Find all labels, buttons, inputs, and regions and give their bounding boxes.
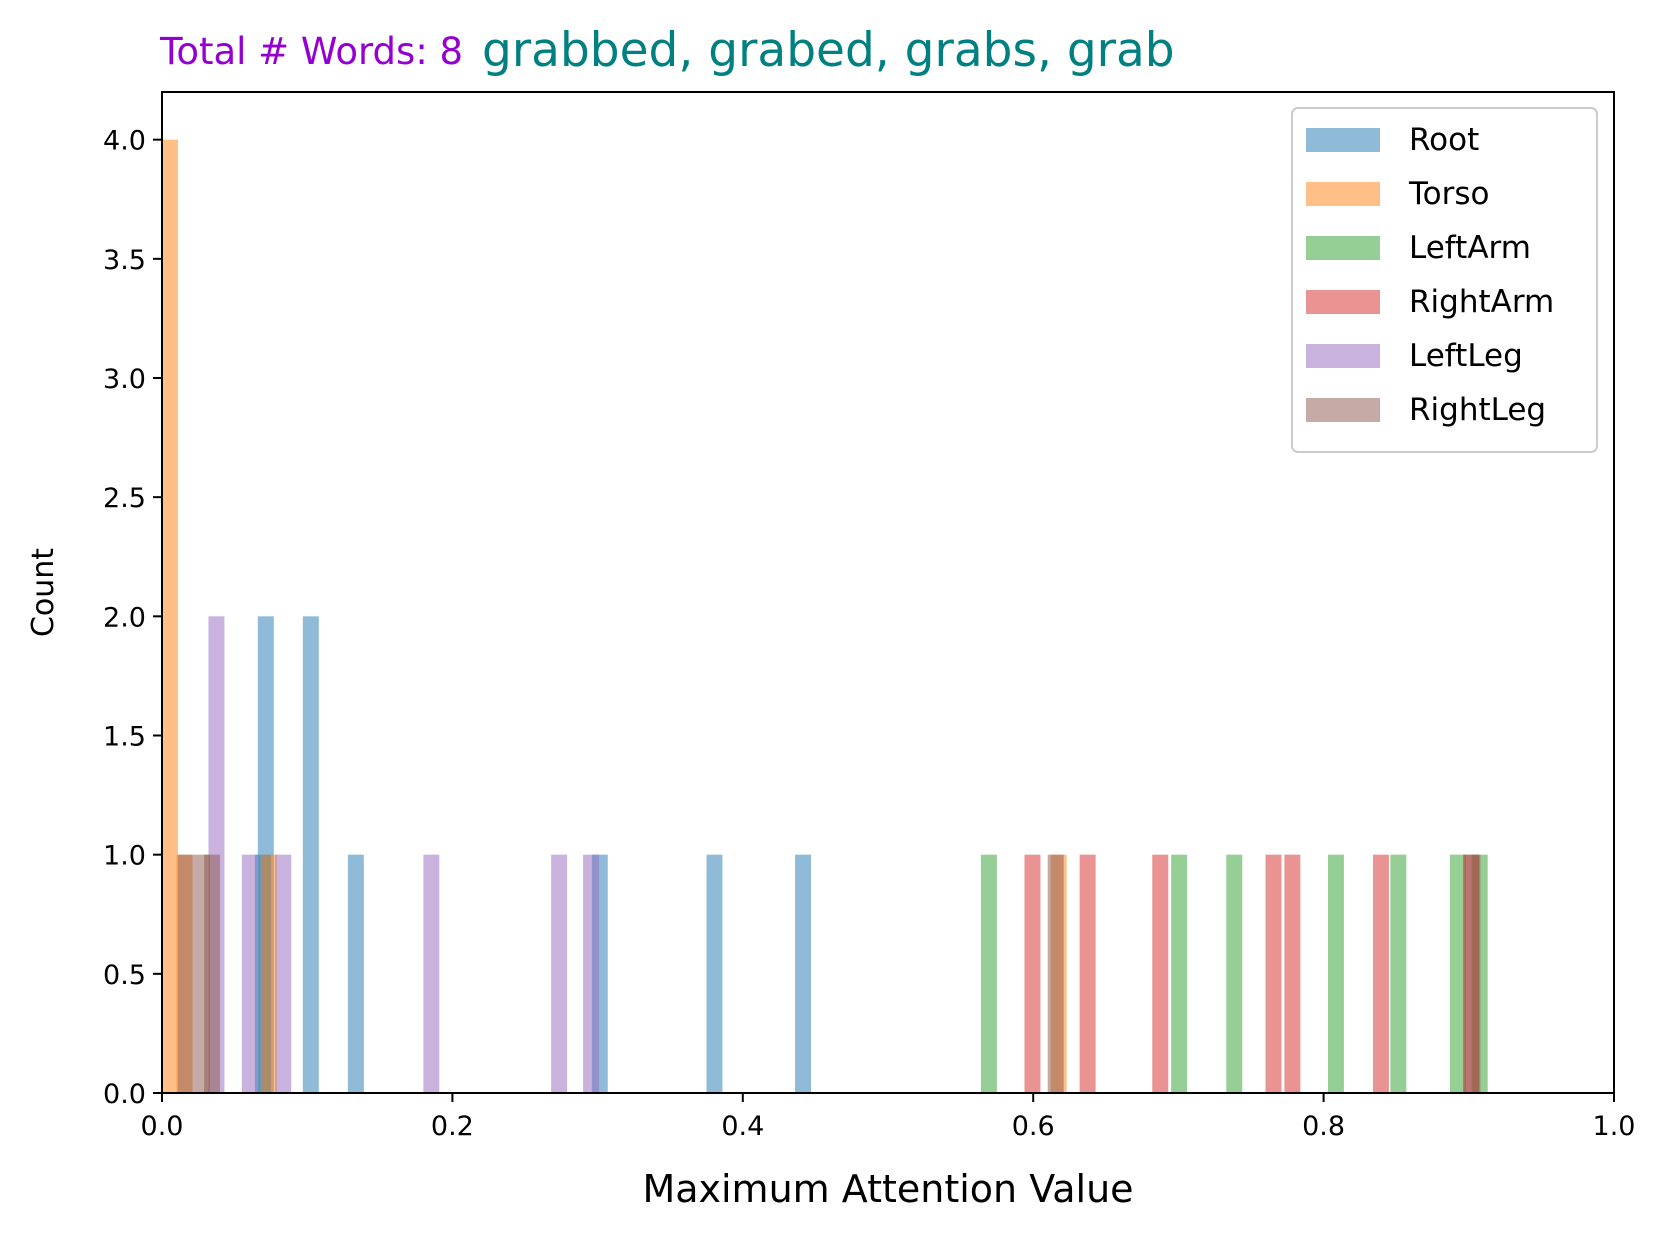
y-axis-label: Count	[26, 548, 61, 637]
bar-leftleg-2	[275, 854, 292, 1093]
bar-rightleg-3	[1047, 854, 1064, 1093]
legend-label-rightarm: RightArm	[1409, 284, 1554, 320]
bar-rightarm-0	[1024, 854, 1041, 1093]
bar-rightleg-0	[177, 854, 194, 1093]
y-tick-label: 3.5	[103, 245, 146, 276]
bar-torso-2	[260, 854, 277, 1093]
x-axis-label: Maximum Attention Value	[642, 1167, 1133, 1211]
bar-leftleg-5	[583, 854, 600, 1093]
legend-label-root: Root	[1409, 122, 1479, 158]
x-axis-ticks: 0.0 0.2 0.4 0.6 0.8 1.0	[141, 1093, 1636, 1142]
bar-root-6	[795, 854, 812, 1093]
y-tick-label: 4.0	[103, 126, 146, 157]
legend-swatch-rightarm	[1306, 290, 1380, 314]
y-tick-label: 0.0	[103, 1079, 146, 1110]
bar-leftarm-3	[1327, 854, 1344, 1093]
x-tick-label: 1.0	[1593, 1111, 1636, 1142]
bar-rightarm-2	[1152, 854, 1169, 1093]
legend-label-rightleg: RightLeg	[1409, 392, 1546, 428]
x-tick-label: 0.2	[431, 1111, 474, 1142]
bar-leftarm-4	[1390, 854, 1407, 1093]
plot-frame	[161, 91, 1615, 1094]
legend-swatch-root	[1306, 128, 1380, 152]
bar-torso-0	[162, 139, 178, 1093]
bar-leftarm-2	[1226, 854, 1243, 1093]
legend-swatch-torso	[1306, 182, 1380, 206]
bar-leftleg-3	[423, 854, 440, 1093]
y-tick-label: 3.0	[103, 364, 146, 395]
legend-label-torso: Torso	[1408, 176, 1490, 212]
legend-swatch-rightleg	[1306, 398, 1380, 422]
word-list-title: grabbed, grabed, grabs, grab	[482, 23, 1175, 78]
total-words-label: Total # Words: 8	[159, 30, 463, 73]
bar-rightleg-2	[204, 854, 221, 1093]
legend: Root Torso LeftArm RightArm LeftLeg RightLeg	[1291, 107, 1598, 453]
x-tick-label: 0.8	[1302, 1111, 1345, 1142]
legend-swatch-leftarm	[1306, 236, 1380, 260]
bar-rightarm-3	[1265, 854, 1282, 1093]
bar-leftleg-4	[551, 854, 568, 1093]
bar-leftleg-1	[241, 854, 258, 1093]
legend-label-leftarm: LeftArm	[1409, 230, 1531, 266]
bar-leftarm-1	[1171, 854, 1188, 1093]
legend-swatch-leftleg	[1306, 344, 1380, 368]
y-tick-label: 0.5	[103, 960, 146, 991]
bar-rightarm-5	[1372, 854, 1389, 1093]
bar-leftarm-5	[1449, 854, 1466, 1093]
bar-rightarm-1	[1079, 854, 1096, 1093]
bar-rightarm-4	[1284, 854, 1301, 1093]
legend-label-leftleg: LeftLeg	[1409, 338, 1523, 374]
bar-root-5	[706, 854, 723, 1093]
bar-root-3	[347, 854, 364, 1093]
y-tick-label: 1.5	[103, 722, 146, 753]
y-tick-label: 2.0	[103, 602, 146, 633]
y-tick-label: 2.5	[103, 483, 146, 514]
bar-leftarm-0	[980, 854, 997, 1093]
x-tick-label: 0.6	[1012, 1111, 1055, 1142]
bars-layer	[162, 139, 1488, 1093]
bar-root-2	[302, 616, 319, 1093]
x-tick-label: 0.4	[721, 1111, 764, 1142]
bar-rightleg-4	[1464, 854, 1481, 1093]
y-tick-label: 1.0	[103, 841, 146, 872]
y-axis-ticks: 0.0 0.5 1.0 1.5 2.0 2.5 3.0 3.5 4.0	[103, 126, 162, 1110]
x-tick-label: 0.0	[141, 1111, 184, 1142]
